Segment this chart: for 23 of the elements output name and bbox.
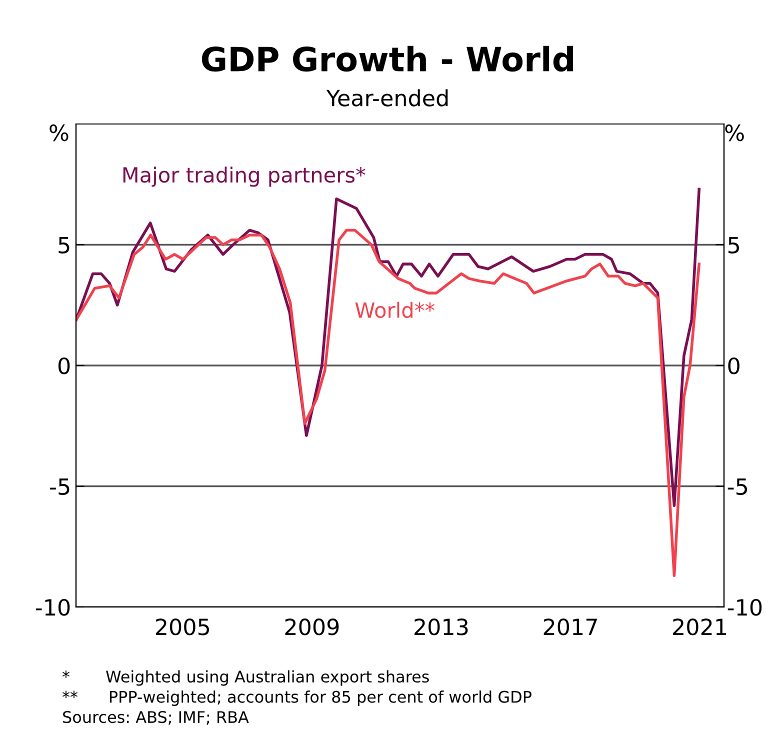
y2-tick-label: 5 (728, 236, 739, 254)
series-label: World** (355, 302, 435, 318)
text: ** PPP-weighted; accounts for 85 per cent of world GDP (62, 690, 532, 706)
y-tick-label: 5 (58, 236, 70, 254)
y2-tick-label: -5 (728, 478, 747, 496)
chart-subtitle: Year-ended (326, 89, 448, 106)
x-tick-label: 2021 (673, 618, 726, 636)
x-tick-label: 2017 (544, 618, 597, 636)
y-tick-label: -5 (50, 478, 70, 496)
x-tick-label: 2013 (414, 618, 468, 636)
y-tick-label: 0 (58, 357, 70, 374)
y2-axis-title: % (725, 124, 744, 142)
text: * Weighted using Australian export shares (62, 670, 429, 686)
series-label: Major trading partners* (123, 166, 366, 187)
y2-tick-label: 0 (728, 357, 740, 374)
y-axis-title: % (50, 124, 68, 142)
chart-title: GDP Growth - World (202, 46, 573, 72)
y-tick-label: -10 (36, 598, 70, 616)
source-note: Sources: ABS; IMF; RBA (63, 711, 249, 725)
y2-tick-label: -10 (728, 598, 762, 616)
x-tick-label: 2005 (156, 618, 209, 636)
x-tick-label: 2009 (285, 618, 339, 636)
line-series (76, 228, 701, 577)
